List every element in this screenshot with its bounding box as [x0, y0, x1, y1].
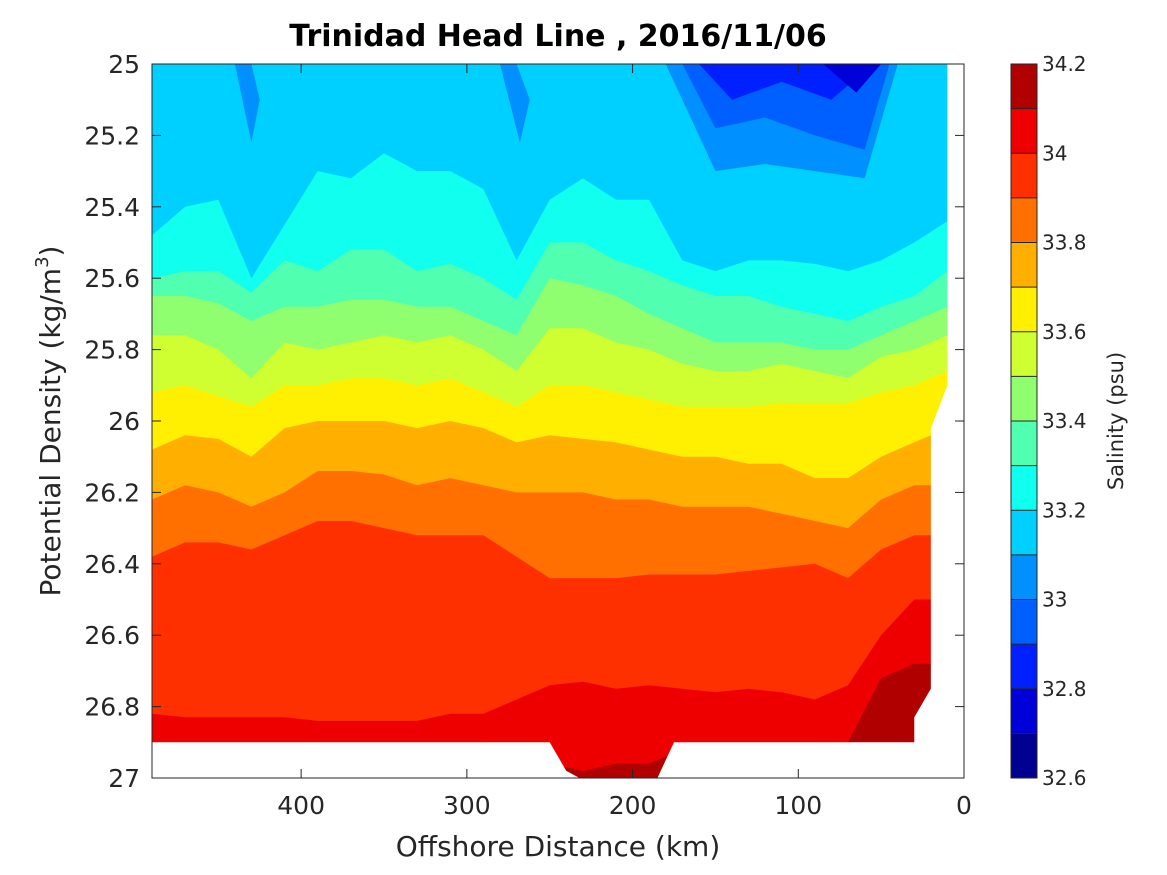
- y-tick-label: 25.2: [84, 121, 140, 150]
- colorbar-swatch: [1011, 108, 1037, 154]
- colorbar-tick-label: 33.2: [1042, 498, 1087, 522]
- colorbar-swatch: [1011, 644, 1037, 689]
- colorbar-swatch: [1011, 153, 1037, 198]
- colorbar-tick-label: 33.8: [1042, 231, 1087, 255]
- x-tick-label: 400: [277, 791, 325, 820]
- y-axis-ticks: 25 25.2 25.4 25.6 25.8 26 26.2 26.4 26.6 26.8 27: [84, 50, 964, 793]
- colorbar-label: Salinity (psu): [1104, 352, 1128, 490]
- colorbar-tick-label: 33: [1042, 588, 1067, 612]
- y-tick-label: 26.8: [84, 693, 140, 722]
- contour-band-34: [152, 599, 964, 778]
- x-tick-label: 300: [443, 791, 491, 820]
- colorbar: [1011, 64, 1037, 778]
- colorbar-ticks: 32.6 32.8 33 33.2 33.4 33.6 33.8 34 34.2: [1011, 52, 1087, 790]
- colorbar-swatch: [1011, 376, 1037, 421]
- mask-bottom-right: [657, 385, 964, 778]
- y-tick-label: 26.2: [84, 478, 140, 507]
- y-tick-label: 25.4: [84, 193, 140, 222]
- fresh-tongue-3: [500, 64, 530, 143]
- colorbar-swatch: [1011, 733, 1037, 778]
- colorbar-tick-label: 33.6: [1042, 320, 1087, 344]
- x-tick-label: 100: [774, 791, 822, 820]
- colorbar-tick-label: 32.8: [1042, 677, 1087, 701]
- colorbar-swatch: [1011, 331, 1037, 377]
- x-tick-label: 0: [956, 791, 972, 820]
- y-tick-label: 26.4: [84, 550, 140, 579]
- no-data-mask: [152, 64, 964, 778]
- colorbar-swatch: [1011, 554, 1037, 600]
- mask-bottom-left: [152, 742, 580, 778]
- y-tick-label: 26: [108, 407, 140, 436]
- x-axis-label: Offshore Distance (km): [396, 830, 721, 863]
- fresh-tongue-8: [823, 64, 882, 93]
- colorbar-swatch: [1011, 287, 1037, 332]
- colorbar-swatch: [1011, 688, 1037, 734]
- colorbar-swatch: [1011, 242, 1037, 288]
- colorbar-tick-label: 34.2: [1042, 52, 1087, 76]
- fresh-tongue-7: [698, 64, 873, 100]
- y-axis-label: Potential Density (kg/m3): [32, 246, 67, 597]
- y-tick-label: 27: [108, 764, 140, 793]
- y-tick-label: 25: [108, 50, 140, 79]
- colorbar-swatch: [1011, 599, 1037, 645]
- colorbar-swatch: [1011, 465, 1037, 511]
- colorbar-tick-label: 34: [1042, 141, 1067, 165]
- colorbar-swatch: [1011, 421, 1037, 466]
- colorbar-swatch: [1011, 197, 1037, 243]
- x-tick-label: 200: [609, 791, 657, 820]
- y-tick-label: 26.6: [84, 621, 140, 650]
- mask-nearshore: [947, 64, 964, 386]
- colorbar-tick-label: 33.4: [1042, 409, 1087, 433]
- fresh-tongue-1: [234, 64, 260, 143]
- colorbar-tick-label: 32.6: [1042, 766, 1087, 790]
- chart-title: Trinidad Head Line , 2016/11/06: [289, 19, 826, 54]
- y-tick-label: 25.8: [84, 336, 140, 365]
- colorbar-swatch: [1011, 510, 1037, 555]
- colorbar-swatch: [1011, 64, 1037, 109]
- contour-fill-layer: [152, 64, 964, 778]
- y-tick-label: 25.6: [84, 264, 140, 293]
- x-axis-ticks: 400 300 200 100 0: [277, 64, 972, 820]
